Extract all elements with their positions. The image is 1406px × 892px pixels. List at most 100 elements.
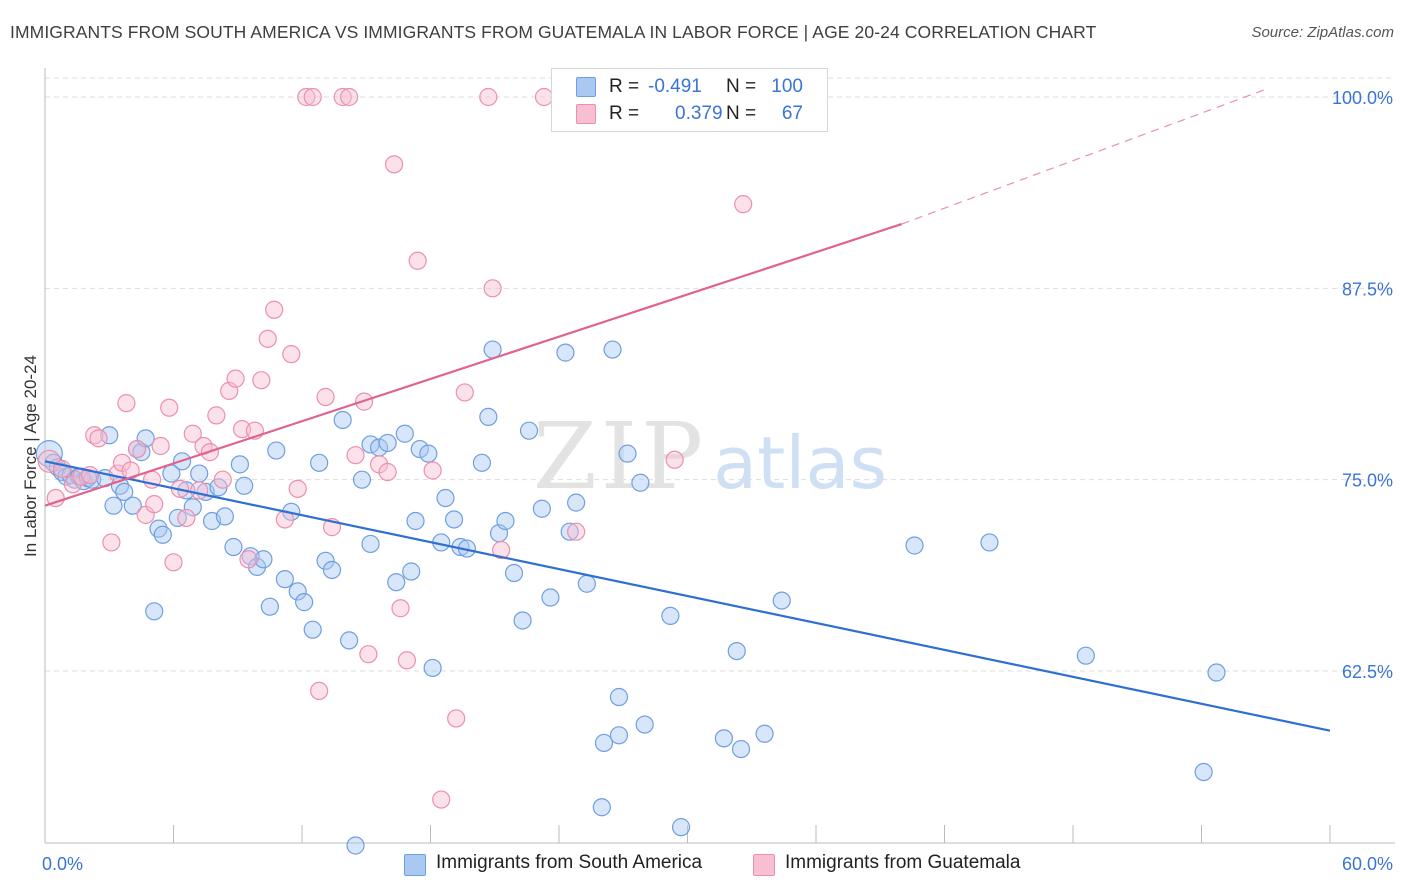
data-point-guatemala	[391, 599, 410, 618]
data-point-south-america	[577, 574, 596, 593]
data-point-guatemala	[117, 394, 136, 413]
data-point-south-america	[661, 606, 680, 625]
data-point-south-america	[352, 470, 372, 489]
data-point-south-america	[504, 563, 524, 583]
data-point-south-america	[267, 441, 286, 460]
data-point-south-america	[190, 464, 209, 483]
data-point-south-america	[436, 488, 455, 508]
data-point-south-america	[631, 473, 650, 492]
data-point-south-america	[235, 476, 254, 495]
legend-n-label: N =	[726, 103, 757, 124]
data-point-south-america	[254, 550, 273, 569]
data-point-guatemala	[207, 406, 226, 425]
data-point-guatemala	[46, 488, 65, 508]
data-point-guatemala	[665, 450, 684, 469]
data-point-south-america	[395, 424, 414, 443]
data-point-guatemala	[734, 195, 753, 214]
data-point-guatemala	[145, 495, 164, 514]
axes	[44, 68, 1395, 844]
legend-n-value-south-america: 100	[771, 76, 803, 97]
data-point-south-america	[215, 507, 234, 526]
data-point-guatemala	[226, 369, 245, 388]
data-point-south-america	[714, 729, 734, 748]
data-point-guatemala	[316, 387, 335, 407]
data-point-south-america	[594, 733, 614, 753]
y-tick-label: 100.0%	[1332, 88, 1393, 108]
data-point-south-america	[406, 511, 425, 531]
data-point-south-america	[303, 620, 322, 639]
data-point-guatemala	[483, 279, 502, 298]
data-point-south-america	[671, 818, 691, 837]
data-point-south-america	[230, 455, 249, 474]
x-tick-label: 0.0%	[42, 854, 83, 874]
data-point-south-america	[444, 510, 464, 529]
watermark: ZIP atlas	[533, 403, 887, 510]
data-point-guatemala	[408, 251, 427, 270]
data-point-guatemala	[151, 436, 170, 456]
data-point-guatemala	[177, 508, 196, 528]
data-point-south-america	[387, 573, 406, 592]
legend-swatch-guatemala	[576, 104, 596, 124]
data-point-south-america	[479, 407, 498, 427]
legend-r-value-guatemala: 0.379	[675, 103, 723, 124]
data-point-south-america	[609, 687, 629, 707]
data-point-south-america	[567, 493, 586, 512]
data-point-south-america	[541, 588, 560, 607]
data-point-guatemala	[432, 790, 451, 809]
data-point-south-america	[1207, 663, 1226, 682]
data-point-south-america	[361, 534, 380, 554]
data-point-south-america	[1076, 646, 1095, 665]
chart-title: IMMIGRANTS FROM SOUTH AMERICA VS IMMIGRA…	[10, 22, 1097, 42]
bottom-legend-swatch-guatemala	[753, 854, 775, 876]
bottom-legend-swatch-south-america	[404, 854, 426, 876]
data-point-south-america	[322, 560, 342, 580]
data-point-guatemala	[258, 329, 277, 348]
data-point-south-america	[378, 433, 397, 453]
data-point-south-america	[104, 496, 123, 515]
data-point-south-america	[316, 551, 335, 570]
data-point-guatemala	[288, 479, 307, 498]
data-point-south-america	[727, 642, 746, 661]
source-label: Source: ZipAtlas.com	[1251, 24, 1394, 41]
guatemala-points	[37, 87, 800, 809]
data-point-guatemala	[160, 398, 179, 417]
data-point-guatemala	[346, 446, 365, 465]
legend-r-label: R =	[609, 103, 640, 124]
data-point-guatemala	[378, 462, 397, 482]
data-point-south-america	[772, 591, 791, 610]
data-point-guatemala	[282, 345, 301, 364]
data-point-south-america	[123, 496, 142, 515]
data-point-guatemala	[492, 540, 511, 560]
data-point-guatemala	[534, 87, 554, 107]
data-point-south-america	[603, 340, 622, 359]
legend-n-value-guatemala: 67	[781, 103, 803, 124]
data-point-south-america	[295, 593, 314, 612]
data-point-guatemala	[359, 645, 378, 664]
data-point-south-america	[560, 522, 579, 541]
data-point-south-america	[346, 836, 365, 855]
watermark-zip: ZIP	[533, 403, 707, 510]
data-point-south-america	[556, 343, 575, 362]
data-point-guatemala	[239, 550, 258, 569]
data-point-guatemala	[333, 87, 352, 107]
data-point-guatemala	[265, 300, 284, 319]
data-point-south-america	[410, 439, 429, 459]
watermark-atlas: atlas	[713, 421, 887, 505]
data-point-south-america	[423, 658, 442, 678]
data-point-guatemala	[455, 383, 474, 402]
data-point-south-america	[275, 570, 294, 589]
south-america-points	[35, 340, 1226, 855]
legend-r-value-south-america: -0.491	[648, 76, 702, 97]
data-point-south-america	[905, 536, 924, 555]
data-point-south-america	[419, 444, 438, 463]
data-point-south-america	[153, 525, 172, 544]
data-point-south-america	[260, 597, 279, 616]
data-point-south-america	[519, 421, 539, 440]
data-point-south-america	[496, 511, 515, 531]
data-point-south-america	[755, 724, 774, 743]
bottom-legend-label-guatemala: Immigrants from Guatemala	[785, 852, 1021, 873]
data-point-guatemala	[397, 651, 417, 670]
data-point-south-america	[340, 631, 359, 650]
data-point-guatemala	[89, 429, 108, 448]
